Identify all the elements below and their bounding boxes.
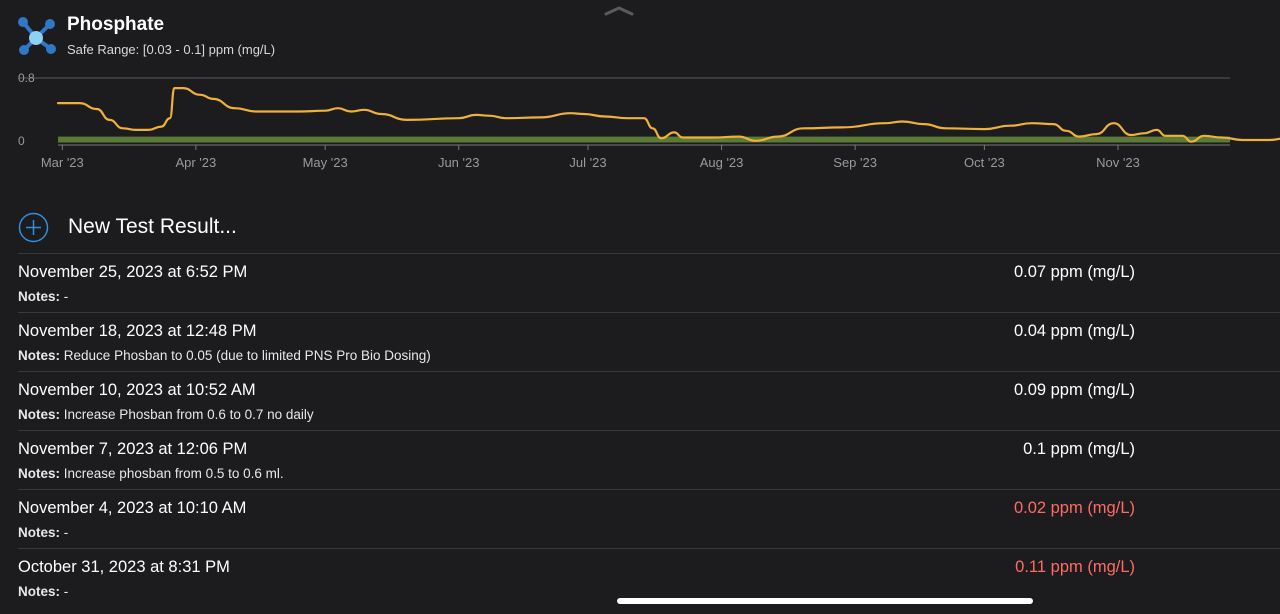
- list-item[interactable]: November 7, 2023 at 12:06 PM Notes: Incr…: [18, 430, 1280, 489]
- new-test-result-button[interactable]: New Test Result...: [18, 212, 418, 242]
- notes-label: Notes:: [18, 289, 61, 304]
- notes-label: Notes:: [18, 348, 61, 363]
- result-notes: Notes: Reduce Phosban to 0.05 (due to li…: [18, 348, 431, 363]
- result-date: October 31, 2023 at 8:31 PM: [18, 558, 230, 576]
- y-tick-label: 0: [18, 134, 25, 148]
- x-tick-label: Jun '23: [438, 155, 480, 170]
- safe-range-subtitle: Safe Range: [0.03 - 0.1] ppm (mg/L): [67, 42, 276, 57]
- result-date: November 25, 2023 at 6:52 PM: [18, 263, 248, 281]
- notes-label: Notes:: [18, 525, 61, 540]
- x-tick-label: Mar '23: [41, 155, 84, 170]
- result-date: November 7, 2023 at 12:06 PM: [18, 440, 248, 458]
- list-item[interactable]: November 10, 2023 at 10:52 AM Notes: Inc…: [18, 371, 1280, 430]
- result-date: November 10, 2023 at 10:52 AM: [18, 381, 256, 399]
- result-notes: Notes: Increase phosban from 0.5 to 0.6 …: [18, 466, 284, 481]
- notes-label: Notes:: [18, 466, 61, 481]
- result-value: 0.09 ppm (mg/L): [1013, 381, 1135, 399]
- x-tick-label: Jul '23: [569, 155, 606, 170]
- notes-label: Notes:: [18, 407, 61, 422]
- new-test-result-label: New Test Result...: [68, 215, 237, 238]
- result-notes: Notes: -: [18, 525, 68, 540]
- result-value: 0.04 ppm (mg/L): [1013, 322, 1135, 340]
- safe-range-band: [58, 136, 1230, 143]
- molecule-icon: [16, 16, 56, 56]
- list-item[interactable]: November 18, 2023 at 12:48 PM Notes: Red…: [18, 312, 1280, 371]
- result-value: 0.02 ppm (mg/L): [1013, 499, 1135, 517]
- header: Phosphate Safe Range: [0.03 - 0.1] ppm (…: [16, 12, 616, 60]
- result-value: 0.11 ppm (mg/L): [1015, 558, 1135, 576]
- notes-text: Reduce Phosban to 0.05 (due to limited P…: [63, 348, 431, 363]
- page-title: Phosphate: [67, 14, 165, 35]
- x-tick-label: Sep '23: [833, 155, 877, 170]
- notes-label: Notes:: [18, 584, 61, 599]
- x-tick-label: May '23: [303, 155, 348, 170]
- x-tick-label: Oct '23: [964, 155, 1005, 170]
- home-indicator[interactable]: [617, 598, 1033, 604]
- result-date: November 4, 2023 at 10:10 AM: [18, 499, 247, 517]
- phosphate-chart[interactable]: 0.8 0 Mar '23 Apr '23 May '23 Jun '23 Jul '23…: [0, 64, 1280, 184]
- notes-text: Increase phosban from 0.5 to 0.6 ml.: [63, 466, 284, 481]
- plus-circle-icon: [18, 212, 49, 242]
- result-value: 0.07 ppm (mg/L): [1013, 263, 1135, 281]
- notes-text: -: [63, 289, 69, 304]
- result-notes: Notes: Increase Phosban from 0.6 to 0.7 …: [18, 407, 314, 422]
- test-results-list: November 25, 2023 at 6:52 PM Notes: - 0.…: [0, 253, 1280, 607]
- x-tick-label: Aug '23: [700, 155, 744, 170]
- sheet-grabber-chevron-icon[interactable]: [603, 4, 635, 22]
- notes-text: Increase Phosban from 0.6 to 0.7 no dail…: [63, 407, 314, 422]
- list-item[interactable]: November 4, 2023 at 10:10 AM Notes: - 0.…: [18, 489, 1280, 548]
- x-tick-label: Nov '23: [1096, 155, 1140, 170]
- x-tick-label: Apr '23: [175, 155, 216, 170]
- notes-text: -: [63, 584, 69, 599]
- list-item[interactable]: October 31, 2023 at 8:31 PM Notes: - 0.1…: [18, 548, 1280, 607]
- result-value: 0.1 ppm (mg/L): [1023, 440, 1135, 458]
- result-date: November 18, 2023 at 12:48 PM: [18, 322, 257, 340]
- series-line: [56, 87, 1280, 143]
- result-notes: Notes: -: [18, 289, 68, 304]
- y-tick-label: 0.8: [18, 71, 35, 85]
- notes-text: -: [63, 525, 69, 540]
- result-notes: Notes: -: [18, 584, 68, 599]
- list-item[interactable]: November 25, 2023 at 6:52 PM Notes: - 0.…: [18, 253, 1280, 312]
